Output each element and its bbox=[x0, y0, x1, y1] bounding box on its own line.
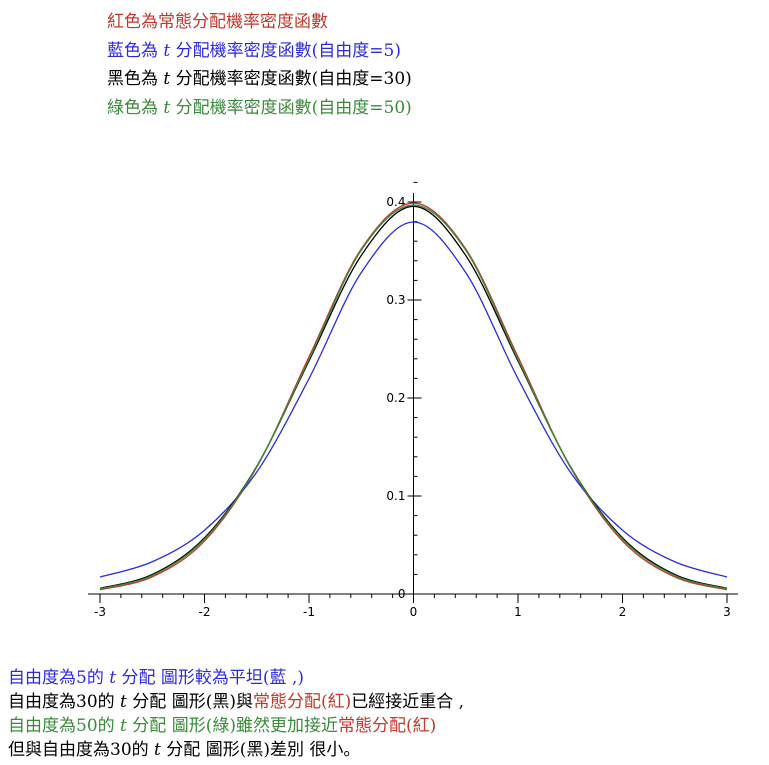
y-tick-label: 0.2 bbox=[386, 391, 405, 405]
legend-red: 紅色為常態分配機率密度函數 bbox=[107, 8, 412, 37]
note-line-4: 但與自由度為30的 t 分配 圖形(黑)差別 很小。 bbox=[8, 738, 464, 762]
y-tick-label: 0.4 bbox=[386, 195, 405, 209]
x-tick-label: 1 bbox=[514, 605, 522, 619]
note2-d: 已經接近重合 , bbox=[351, 692, 465, 712]
legend-black-pre: 黑色為 bbox=[107, 69, 164, 89]
note2-c: 常態分配(紅) bbox=[252, 692, 352, 712]
legend-black-post: 分配機率密度函數(自由度=30) bbox=[170, 69, 412, 89]
series-line-red bbox=[99, 202, 728, 591]
note2-t: t bbox=[120, 692, 127, 712]
x-tick-label: -3 bbox=[94, 605, 106, 619]
y-tick-label: 0.1 bbox=[386, 489, 405, 503]
note-line-3: 自由度為50的 t 分配 圖形(綠)雖然更加接近常態分配(紅) bbox=[8, 714, 464, 738]
notes: 自由度為5的 t 分配 圖形較為平坦(藍 ,) 自由度為30的 t 分配 圖形(… bbox=[8, 666, 464, 762]
legend-blue-post: 分配機率密度函數(自由度=5) bbox=[170, 40, 401, 61]
x-tick-label: 2 bbox=[619, 605, 627, 619]
note3-c: 常態分配(紅) bbox=[337, 716, 437, 736]
note2-b: 分配 圖形(黑)與 bbox=[126, 692, 253, 712]
y-tick-label: 0 bbox=[398, 587, 406, 601]
note3-b: 分配 圖形(綠)雖然更加接近 bbox=[126, 716, 338, 736]
note4-t: t bbox=[154, 740, 161, 760]
legend-blue: 藍色為 t 分配機率密度函數(自由度=5) bbox=[107, 37, 412, 66]
legend-blue-t: t bbox=[163, 40, 171, 61]
x-tick-label: -2 bbox=[199, 605, 211, 619]
series-line-blue bbox=[99, 221, 728, 578]
legend-green: 綠色為 t 分配機率密度函數(自由度=50) bbox=[107, 94, 412, 123]
note-line-2: 自由度為30的 t 分配 圖形(黑)與常態分配(紅)已經接近重合 , bbox=[8, 690, 464, 714]
axes: -3 -2 -1 0 1 2 3 0 0.1 0.2 0.3 0.4 bbox=[88, 181, 738, 619]
legend: 紅色為常態分配機率密度函數 藍色為 t 分配機率密度函數(自由度=5) 黑色為 … bbox=[107, 8, 412, 122]
legend-black: 黑色為 t 分配機率密度函數(自由度=30) bbox=[107, 65, 412, 94]
x-tick-label: 3 bbox=[723, 605, 731, 619]
legend-green-post: 分配機率密度函數(自由度=50) bbox=[170, 97, 412, 118]
note-line-1: 自由度為5的 t 分配 圖形較為平坦(藍 ,) bbox=[8, 666, 464, 690]
legend-blue-pre: 藍色為 bbox=[107, 40, 164, 61]
legend-red-text: 紅色為常態分配機率密度函數 bbox=[107, 12, 328, 32]
note2-a: 自由度為30的 bbox=[8, 692, 121, 712]
note4-post: 分配 圖形(黑)差別 很小。 bbox=[160, 740, 361, 760]
note3-a: 自由度為50的 bbox=[8, 716, 121, 736]
note1-t: t bbox=[109, 668, 117, 688]
x-tick-label: -1 bbox=[303, 605, 315, 619]
series-line-green bbox=[99, 204, 728, 590]
legend-black-t: t bbox=[163, 69, 171, 89]
note1-pre: 自由度為5的 bbox=[8, 668, 110, 688]
note3-t: t bbox=[120, 716, 127, 736]
series-line-black bbox=[99, 205, 728, 589]
x-tick-label: 0 bbox=[410, 605, 418, 619]
series-layer bbox=[99, 202, 728, 591]
legend-green-pre: 綠色為 bbox=[107, 97, 164, 118]
note1-post: 分配 圖形較為平坦(藍 ,) bbox=[116, 668, 304, 688]
note4-pre: 但與自由度為30的 bbox=[8, 740, 155, 760]
y-tick-label: 0.3 bbox=[386, 293, 405, 307]
legend-green-t: t bbox=[163, 97, 171, 118]
